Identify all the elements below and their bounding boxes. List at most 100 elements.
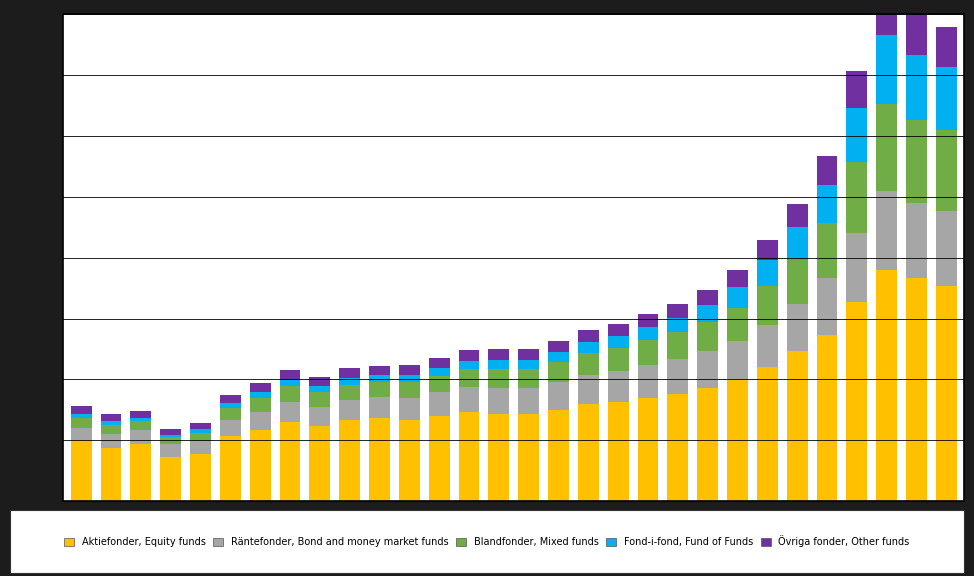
- FancyBboxPatch shape: [10, 510, 964, 573]
- Bar: [697, 351, 718, 388]
- Bar: [578, 374, 599, 404]
- Bar: [936, 67, 956, 130]
- Bar: [369, 397, 390, 418]
- Bar: [161, 437, 181, 444]
- Bar: [936, 286, 956, 501]
- Bar: [488, 348, 509, 359]
- Bar: [100, 414, 122, 421]
- Bar: [280, 422, 301, 501]
- Bar: [757, 367, 778, 501]
- Bar: [488, 369, 509, 388]
- Bar: [190, 429, 211, 433]
- Bar: [846, 233, 867, 302]
- Bar: [877, 270, 897, 501]
- Bar: [638, 365, 658, 397]
- Bar: [578, 404, 599, 501]
- Bar: [71, 406, 92, 414]
- Bar: [727, 287, 748, 309]
- Bar: [71, 414, 92, 418]
- Bar: [429, 416, 450, 501]
- Bar: [638, 340, 658, 365]
- Bar: [100, 425, 122, 434]
- Bar: [131, 411, 151, 418]
- Bar: [906, 120, 927, 203]
- Bar: [100, 434, 122, 448]
- Bar: [249, 392, 271, 398]
- Bar: [638, 397, 658, 501]
- Bar: [399, 420, 420, 501]
- Bar: [936, 211, 956, 286]
- Bar: [399, 375, 420, 382]
- Bar: [906, 278, 927, 501]
- Bar: [787, 351, 807, 501]
- Bar: [578, 342, 599, 353]
- Bar: [548, 382, 569, 410]
- Bar: [816, 185, 838, 223]
- Bar: [757, 325, 778, 367]
- Bar: [369, 418, 390, 501]
- Bar: [310, 407, 330, 426]
- Bar: [190, 423, 211, 429]
- Bar: [518, 369, 540, 388]
- Bar: [816, 223, 838, 278]
- Bar: [71, 428, 92, 440]
- Bar: [608, 401, 628, 501]
- Bar: [190, 433, 211, 441]
- Bar: [757, 260, 778, 286]
- Bar: [280, 380, 301, 386]
- Bar: [310, 377, 330, 386]
- Bar: [488, 414, 509, 501]
- Bar: [131, 430, 151, 444]
- Bar: [429, 369, 450, 376]
- Bar: [816, 156, 838, 185]
- Bar: [697, 305, 718, 322]
- Bar: [877, 35, 897, 104]
- Bar: [161, 457, 181, 501]
- Bar: [100, 448, 122, 501]
- Bar: [697, 322, 718, 351]
- Bar: [220, 436, 241, 501]
- Bar: [220, 420, 241, 436]
- Bar: [936, 26, 956, 67]
- Bar: [339, 369, 360, 378]
- Bar: [339, 385, 360, 400]
- Bar: [727, 309, 748, 341]
- Bar: [667, 393, 689, 501]
- Bar: [548, 352, 569, 362]
- Bar: [339, 378, 360, 385]
- Bar: [190, 441, 211, 454]
- Bar: [548, 362, 569, 382]
- Bar: [220, 408, 241, 420]
- Bar: [518, 414, 540, 501]
- Bar: [787, 204, 807, 228]
- Bar: [816, 278, 838, 335]
- Bar: [816, 335, 838, 501]
- Bar: [877, 191, 897, 270]
- Bar: [280, 370, 301, 380]
- Bar: [339, 420, 360, 501]
- Bar: [667, 332, 689, 359]
- Bar: [906, 203, 927, 278]
- Bar: [459, 369, 479, 386]
- Bar: [518, 388, 540, 414]
- Bar: [71, 418, 92, 428]
- Bar: [488, 388, 509, 414]
- Bar: [638, 314, 658, 327]
- Bar: [757, 240, 778, 260]
- Bar: [220, 395, 241, 403]
- Bar: [339, 400, 360, 420]
- Bar: [727, 270, 748, 287]
- Bar: [578, 330, 599, 342]
- Bar: [787, 228, 807, 260]
- Bar: [369, 376, 390, 382]
- Bar: [459, 412, 479, 501]
- Bar: [310, 392, 330, 407]
- Bar: [131, 444, 151, 501]
- Bar: [638, 327, 658, 340]
- Bar: [399, 365, 420, 375]
- Bar: [936, 130, 956, 211]
- Bar: [369, 382, 390, 397]
- Bar: [459, 386, 479, 412]
- Bar: [548, 340, 569, 352]
- Bar: [697, 290, 718, 305]
